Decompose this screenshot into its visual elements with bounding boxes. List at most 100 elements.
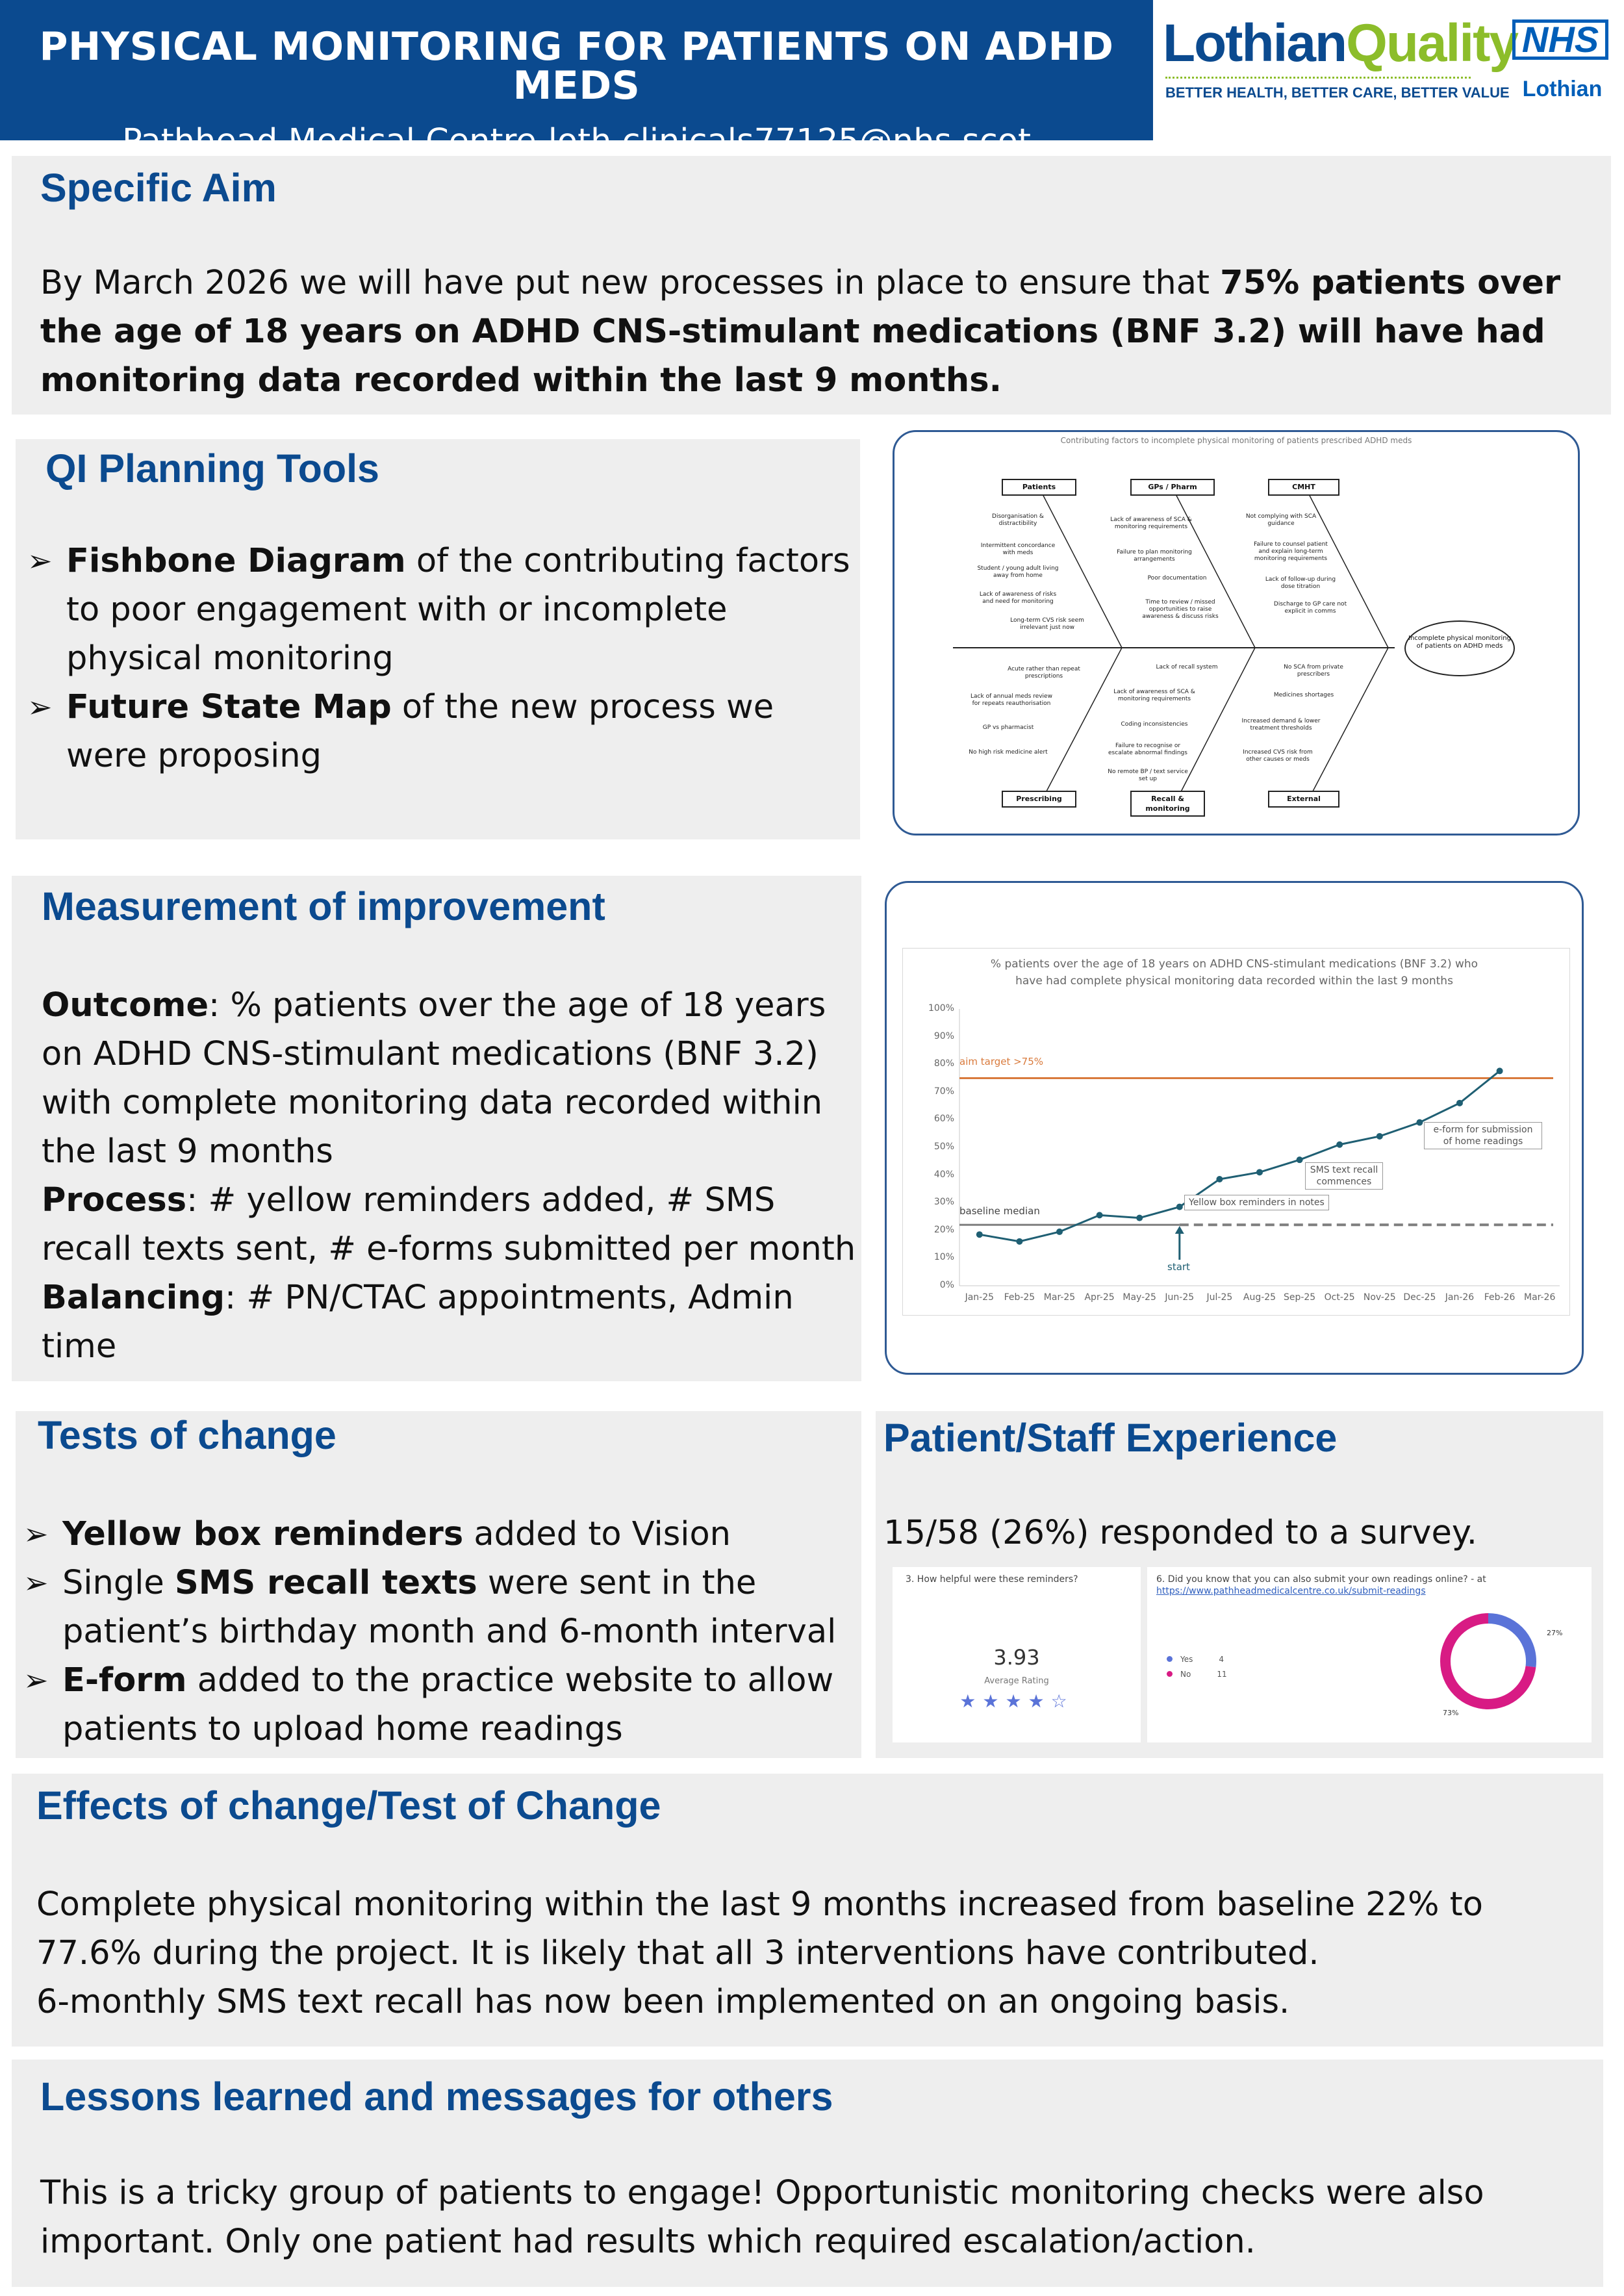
- fishbone-item: Intermittent concordance with meds: [980, 542, 1056, 556]
- average-rating-value: 3.93: [993, 1645, 1040, 1670]
- fishbone-item: Lack of recall system: [1156, 664, 1218, 670]
- fishbone-item: No remote BP / text service set up: [1108, 769, 1188, 782]
- rating-stars-icon: ★★★★☆: [959, 1690, 1074, 1712]
- lq-logo-divider: [1165, 77, 1471, 79]
- fishbone-item: Disorganisation & distractibility: [992, 513, 1044, 527]
- fishbone-item: Medicines shortages: [1273, 692, 1334, 698]
- fishbone-category-prescribing: Prescribing: [1002, 791, 1076, 808]
- specific-aim-title: Specific Aim: [40, 166, 277, 210]
- yellow-box-annotation: Yellow box reminders in notes: [1184, 1195, 1329, 1210]
- average-rating-label: Average Rating: [984, 1676, 1049, 1686]
- start-arrow-head: [1174, 1226, 1184, 1234]
- effects-line: 6-monthly SMS text recall has now been i…: [36, 1983, 1290, 2021]
- fishbone-item: Acute rather than repeat prescriptions: [1008, 666, 1080, 680]
- run-chart-title: % patients over the age of 18 years on A…: [990, 958, 1478, 988]
- fishbone-item: Lack of awareness of risks and need for …: [979, 591, 1057, 605]
- tests-of-change-title: Tests of change: [38, 1413, 336, 1457]
- lessons-panel: Lessons learned and messages for others …: [12, 2060, 1603, 2287]
- list-item: ➢ Yellow box reminders added to Vision: [21, 1510, 859, 1559]
- x-tick-label: Jul-25: [1206, 1292, 1233, 1303]
- x-tick-label: Jan-26: [1445, 1292, 1475, 1303]
- list-item-text: added to the practice website to allow p…: [62, 1661, 834, 1748]
- qi-tools-title: QI Planning Tools: [45, 446, 379, 491]
- lq-logo-text-1: Lothian: [1163, 14, 1347, 73]
- x-tick-label: Mar-26: [1523, 1292, 1556, 1303]
- y-tick-label: 70%: [933, 1086, 954, 1097]
- data-point: [1096, 1212, 1103, 1219]
- data-point: [1176, 1203, 1183, 1210]
- x-tick-label: Feb-25: [1004, 1292, 1035, 1303]
- run-chart-plot-frame: [902, 948, 1570, 1316]
- x-tick-label: Jan-25: [965, 1292, 995, 1303]
- specific-aim-text: By March 2026 we will have put new proce…: [40, 259, 1599, 405]
- qi-tools-panel: QI Planning Tools ➢ Fishbone Diagram of t…: [16, 439, 860, 839]
- experience-title: Patient/Staff Experience: [883, 1416, 1338, 1460]
- fishbone-item: No high risk medicine alert: [969, 749, 1048, 756]
- specific-aim-text-plain: By March 2026 we will have put new proce…: [40, 264, 1221, 302]
- data-point: [976, 1231, 983, 1238]
- list-item-bold: Future State Map: [66, 688, 392, 726]
- poster-title: PHYSICAL MONITORING FOR PATIENTS ON ADHD…: [39, 24, 1114, 108]
- survey-response-text: 15/58 (26%) responded to a survey.: [883, 1514, 1477, 1552]
- data-point: [1456, 1099, 1463, 1106]
- fishbone-item: Lack of annual meds review for repeats r…: [971, 693, 1052, 707]
- data-point: [1056, 1228, 1063, 1235]
- fishbone-item: Not complying with SCA guidance: [1245, 513, 1317, 527]
- fishbone-item: GP vs pharmacist: [982, 724, 1034, 731]
- list-item: ➢ E-form added to the practice website to…: [21, 1656, 859, 1754]
- effects-text: Complete physical monitoring within the …: [36, 1880, 1595, 2026]
- practice-name: Pathhead Medical Centre: [122, 122, 537, 160]
- y-tick-label: 10%: [933, 1252, 954, 1263]
- outcome-text: : % patients over the age of 18 years on…: [42, 986, 826, 1171]
- qi-tools-list: ➢ Fishbone Diagram of the contributing fa…: [25, 537, 863, 780]
- arrow-bullet-icon: ➢: [27, 543, 53, 578]
- list-item-bold: Fishbone Diagram: [66, 542, 406, 580]
- lessons-text: This is a tricky group of patients to en…: [40, 2174, 1484, 2261]
- arrow-bullet-icon: ➢: [27, 689, 53, 724]
- data-point: [1336, 1141, 1343, 1148]
- fishbone-category-external: External: [1268, 791, 1339, 808]
- contact-email-link[interactable]: loth.clinicals77125@nhs.scot: [548, 122, 1031, 160]
- start-label: start: [1167, 1261, 1190, 1273]
- fishbone-item: Lack of follow-up during dose titration: [1265, 576, 1336, 590]
- y-tick-label: 30%: [933, 1197, 954, 1208]
- balancing-text: : # PN/CTAC appointments, Admin time: [42, 1279, 794, 1366]
- effects-title: Effects of change/Test of Change: [36, 1783, 661, 1828]
- list-item-bold: E-form: [62, 1661, 187, 1700]
- specific-aim-panel: Specific Aim By March 2026 we will have …: [12, 156, 1611, 415]
- x-tick-label: Feb-26: [1484, 1292, 1516, 1303]
- data-point: [1296, 1156, 1303, 1164]
- arrow-bullet-icon: ➢: [23, 1516, 49, 1551]
- series-line: [979, 1070, 1501, 1243]
- fishbone-item: Long-term CVS risk seem irrelevant just …: [1010, 617, 1084, 631]
- fishbone-item: No SCA from private prescribers: [1284, 664, 1343, 678]
- run-chart-svg: [959, 1009, 1560, 1286]
- donut-yes-pct: 27%: [1547, 1629, 1563, 1637]
- list-item-text: added to Vision: [463, 1515, 731, 1553]
- donut-slice-no: [1440, 1613, 1536, 1709]
- submit-readings-link[interactable]: https://www.pathheadmedicalcentre.co.uk/…: [1156, 1586, 1426, 1596]
- baseline-median-label: baseline median: [959, 1205, 1040, 1217]
- legend-yes-dot: [1167, 1656, 1173, 1662]
- nhs-lothian-logo: NHS Lothian: [1507, 13, 1618, 110]
- y-tick-label: 80%: [933, 1058, 954, 1069]
- effects-panel: Effects of change/Test of Change Complet…: [12, 1774, 1603, 2047]
- lq-logo-tagline: BETTER HEALTH, BETTER CARE, BETTER VALUE: [1165, 84, 1510, 101]
- list-item: ➢ Future State Map of the new process we …: [25, 683, 863, 780]
- fishbone-category-recall: Recall & monitoring: [1130, 791, 1205, 817]
- list-item: ➢ Single SMS recall texts were sent in th…: [21, 1559, 859, 1656]
- fishbone-item: Failure to recognise or escalate abnorma…: [1108, 743, 1187, 756]
- y-tick-label: 0%: [939, 1280, 954, 1290]
- sms-recall-annotation: SMS text recall commences: [1305, 1162, 1383, 1190]
- fishbone-item: Increased demand & lower treatment thres…: [1241, 718, 1321, 732]
- tests-of-change-list: ➢ Yellow box reminders added to Vision ➢ S…: [21, 1510, 859, 1754]
- arrow-bullet-icon: ➢: [23, 1565, 49, 1600]
- nhs-area-name: Lothian: [1522, 77, 1603, 101]
- data-point: [1416, 1119, 1423, 1126]
- data-point: [1136, 1214, 1143, 1221]
- x-tick-label: Apr-25: [1084, 1292, 1115, 1303]
- list-item-text: Single: [62, 1564, 175, 1602]
- list-item: ➢ Fishbone Diagram of the contributing fa…: [25, 537, 863, 683]
- donut-no-pct: 73%: [1443, 1709, 1459, 1717]
- list-item-bold: SMS recall texts: [175, 1564, 477, 1602]
